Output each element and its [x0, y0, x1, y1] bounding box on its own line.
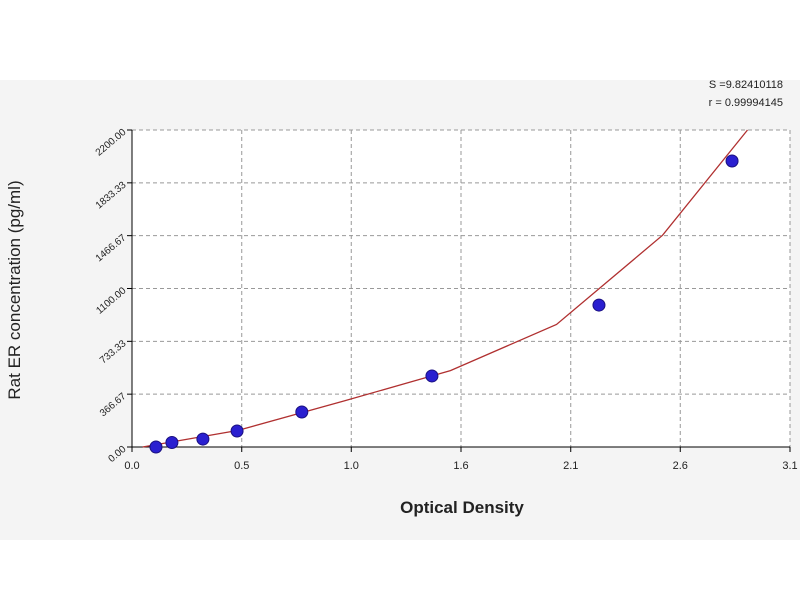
data-point [295, 405, 309, 419]
x-tick-label: 2.1 [563, 460, 578, 472]
data-point [230, 424, 244, 438]
data-point [149, 440, 163, 454]
data-point [592, 298, 606, 312]
annotation: S =9.82410118 [709, 79, 783, 91]
x-tick-label: 1.6 [453, 460, 468, 472]
y-axis-label: Rat ER concentration (pg/ml) [5, 180, 24, 399]
x-tick-label: 2.6 [673, 460, 688, 472]
data-point [725, 154, 739, 168]
data-point [165, 436, 179, 450]
x-tick-label: 1.0 [344, 460, 359, 472]
x-axis-label: Optical Density [400, 498, 524, 517]
x-tick-label: 0.5 [234, 460, 249, 472]
data-point [196, 432, 210, 446]
annotation: r = 0.99994145 [709, 97, 783, 109]
data-point [425, 369, 439, 383]
x-tick-label: 3.1 [782, 460, 797, 472]
x-tick-label: 0.0 [124, 460, 139, 472]
